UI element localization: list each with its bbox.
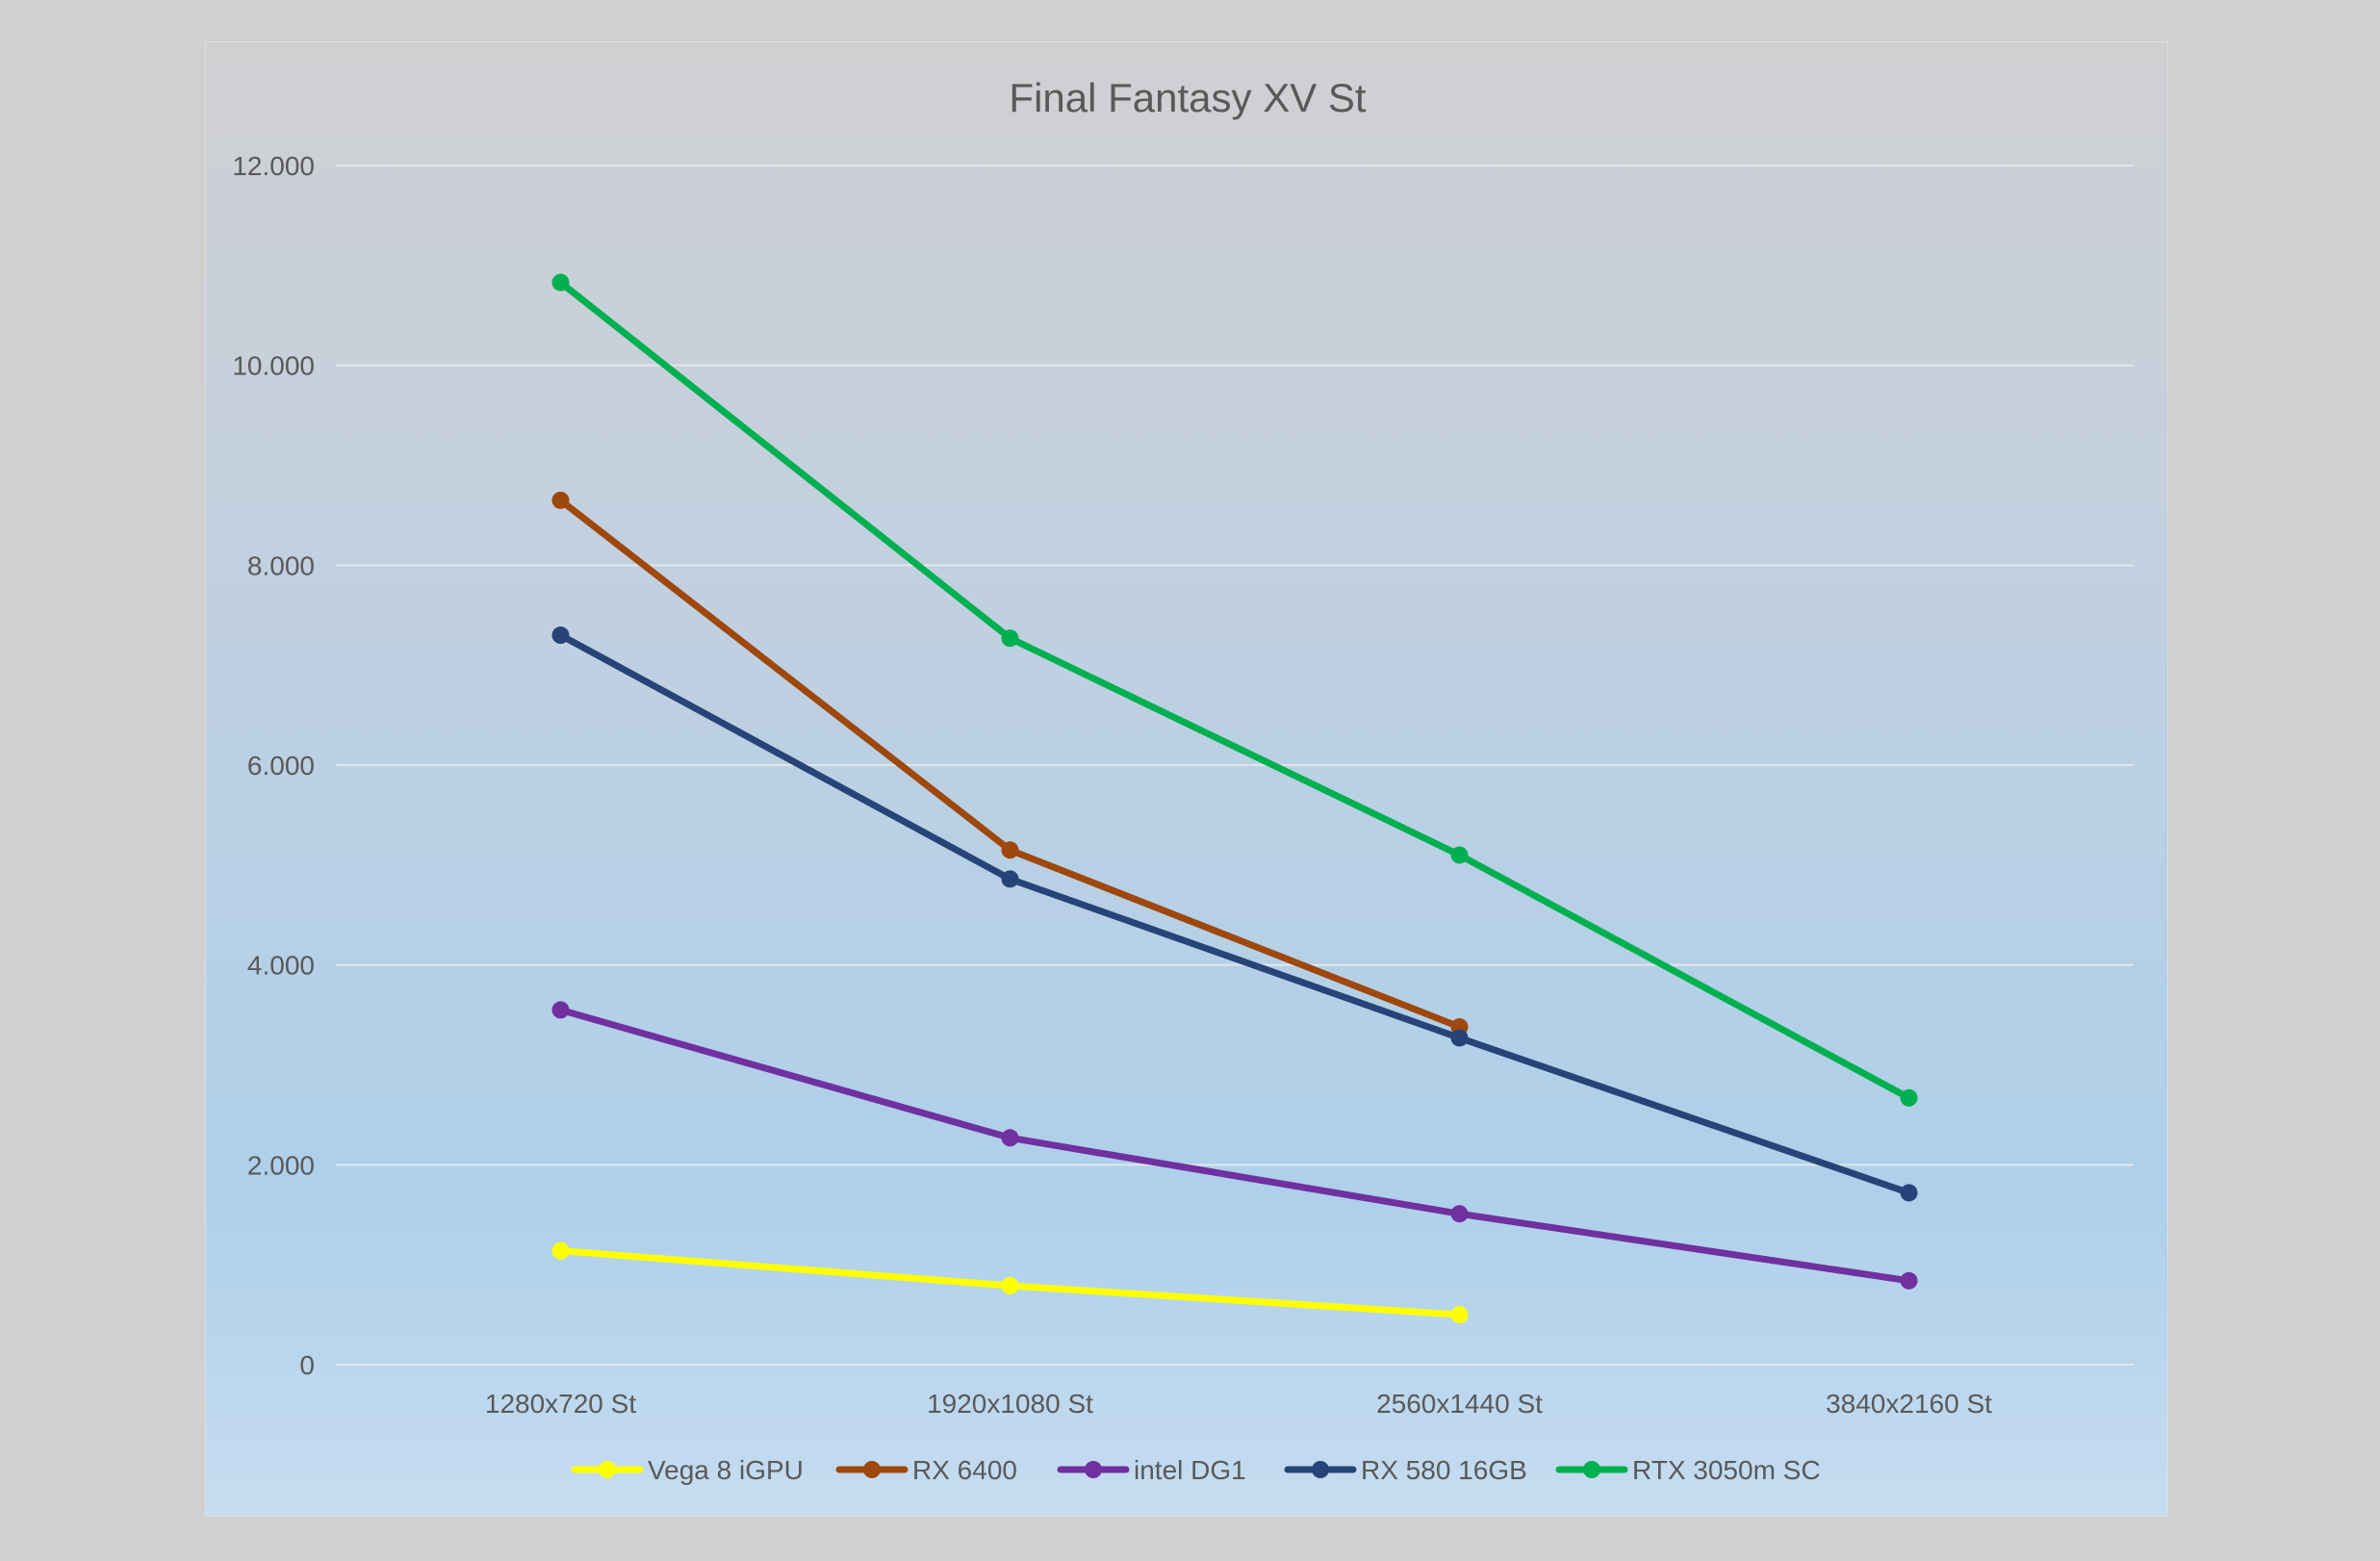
data-point — [1900, 1088, 1918, 1107]
y-tick-label: 4.000 — [247, 951, 315, 981]
series-rx-580-16gb — [551, 627, 1918, 1202]
legend-swatch-marker — [1583, 1461, 1600, 1478]
series-line — [557, 278, 1912, 1102]
x-tick-label: 1920x1080 St — [927, 1389, 1093, 1419]
legend-swatch-marker — [863, 1461, 881, 1478]
data-point — [1450, 1306, 1469, 1324]
chart-area: Final Fantasy XV St 0 2.000 4.000 6.000 8.00… — [205, 41, 2168, 1517]
line-chart: Final Fantasy XV St 0 2.000 4.000 6.000 8.00… — [232, 75, 2134, 1485]
legend-label: RTX 3050m SC — [1632, 1455, 1821, 1485]
series-rx-6400 — [551, 491, 1469, 1036]
y-axis-ticks: 0 2.000 4.000 6.000 8.000 10.000 12.000 — [232, 151, 315, 1380]
legend-swatch-marker — [599, 1461, 616, 1478]
data-point — [1001, 1276, 1019, 1294]
legend-item[interactable]: RX 6400 — [835, 1455, 1017, 1485]
series-line — [557, 497, 1463, 1031]
data-point — [1900, 1271, 1918, 1290]
data-point — [551, 1241, 570, 1260]
legend-swatch-marker — [1312, 1461, 1329, 1478]
y-tick-label: 10.000 — [232, 351, 315, 381]
chart-title: Final Fantasy XV St — [1009, 75, 1366, 120]
data-point — [1450, 1205, 1469, 1223]
legend-label: RX 580 16GB — [1361, 1455, 1527, 1485]
legend-item[interactable]: intel DG1 — [1057, 1455, 1246, 1485]
y-tick-label: 12.000 — [232, 151, 315, 181]
data-point — [1001, 629, 1019, 648]
legend-item[interactable]: RX 580 16GB — [1284, 1455, 1527, 1485]
series-intel-dg1 — [551, 1001, 1918, 1290]
legend-label: RX 6400 — [912, 1455, 1017, 1485]
y-tick-label: 0 — [299, 1350, 315, 1380]
data-point — [551, 273, 570, 292]
series-line — [557, 1006, 1912, 1285]
legend-label: intel DG1 — [1134, 1455, 1246, 1485]
legend[interactable]: Vega 8 iGPU RX 6400 intel DG1 RX 580 16GB RT… — [571, 1455, 1821, 1485]
series-vega-8-igpu — [551, 1241, 1469, 1324]
series-lines — [551, 273, 1918, 1324]
legend-label: Vega 8 iGPU — [648, 1455, 804, 1485]
x-tick-label: 1280x720 St — [485, 1389, 636, 1419]
legend-item[interactable]: RTX 3050m SC — [1555, 1455, 1821, 1485]
data-point — [1450, 846, 1469, 864]
y-tick-label: 2.000 — [247, 1150, 315, 1180]
x-axis-ticks: 1280x720 St 1920x1080 St 2560x1440 St 3840x… — [485, 1389, 1992, 1419]
x-tick-label: 2560x1440 St — [1376, 1389, 1543, 1419]
data-point — [551, 1001, 570, 1019]
data-point — [1450, 1029, 1469, 1047]
gridlines — [336, 165, 2134, 1366]
data-point — [1001, 841, 1019, 859]
x-tick-label: 3840x2160 St — [1826, 1389, 1992, 1419]
y-tick-label: 6.000 — [247, 751, 315, 780]
series-line — [557, 631, 1912, 1196]
legend-swatch-marker — [1085, 1461, 1102, 1478]
data-point — [551, 627, 570, 645]
data-point — [1001, 870, 1019, 888]
legend-item[interactable]: Vega 8 iGPU — [571, 1455, 804, 1485]
data-point — [551, 491, 570, 509]
y-tick-label: 8.000 — [247, 550, 315, 580]
data-point — [1001, 1129, 1019, 1147]
data-point — [1900, 1184, 1918, 1202]
series-rtx-3050m-sc — [551, 273, 1918, 1107]
